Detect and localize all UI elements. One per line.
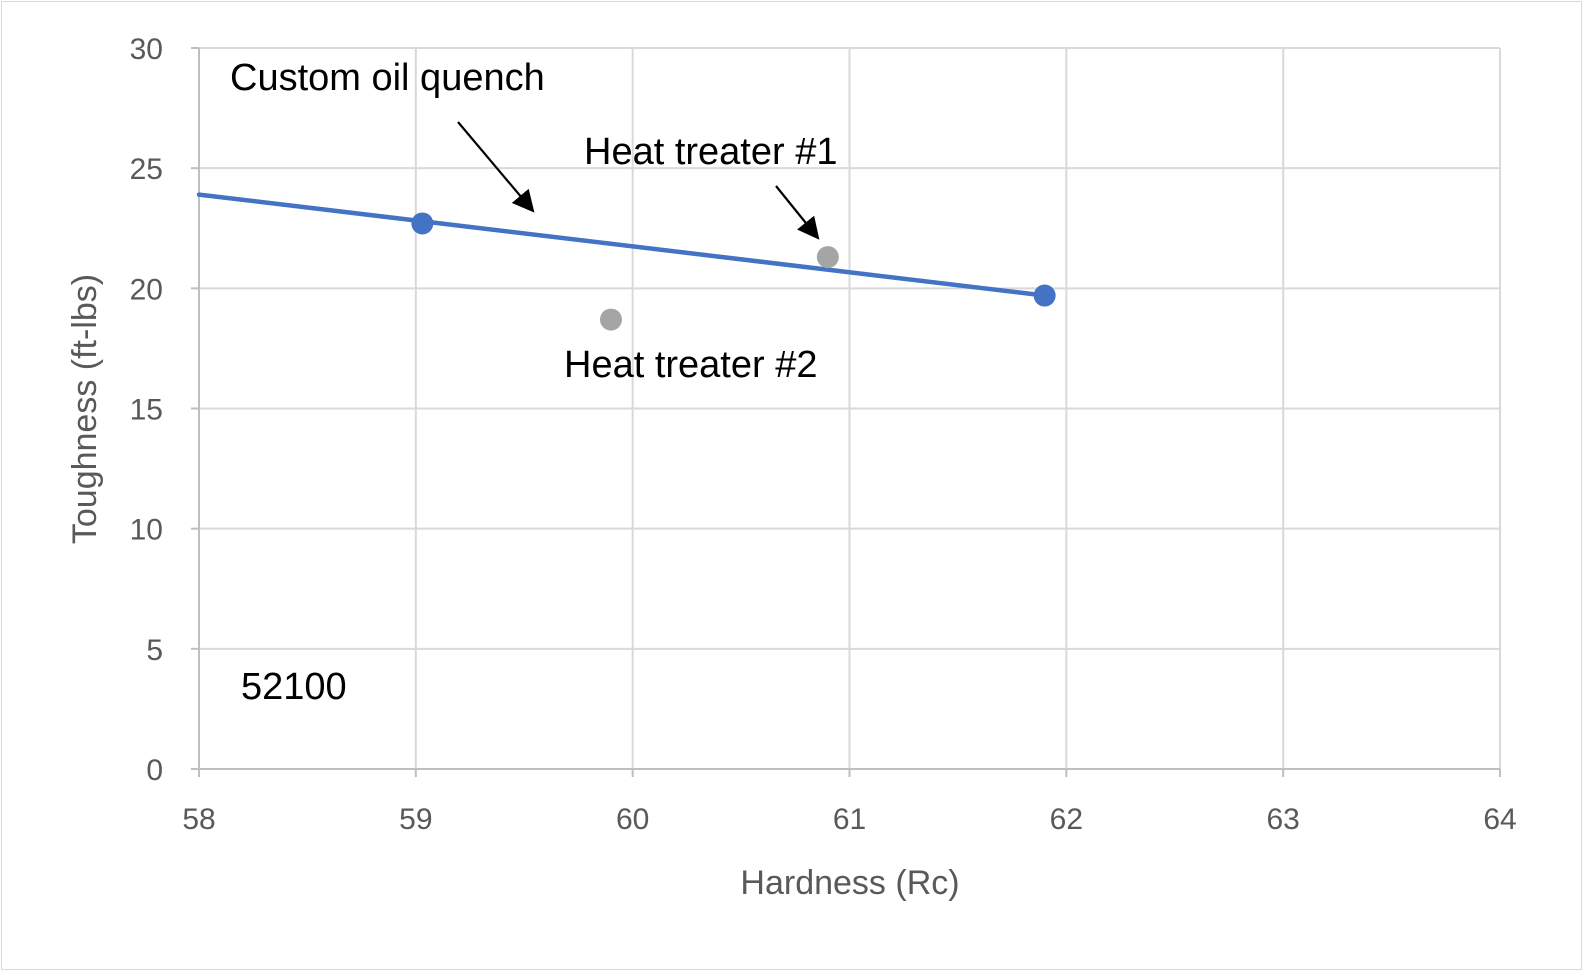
tick-labels: 58 59 60 61 62 63 64 0 5 10 15 20 25 30 bbox=[130, 33, 1517, 836]
plot-area bbox=[196, 192, 1056, 331]
x-tick-label: 60 bbox=[616, 803, 649, 836]
annotation-heat-treater-2: Heat treater #2 bbox=[564, 344, 817, 386]
axes bbox=[191, 47, 1501, 777]
annotation-arrow-heat-treater-1 bbox=[775, 185, 820, 240]
annotation-52100: 52100 bbox=[241, 666, 347, 708]
x-tick-label: 61 bbox=[833, 803, 866, 836]
x-tick-label: 58 bbox=[182, 803, 215, 836]
y-tick-label: 20 bbox=[130, 273, 163, 306]
series-1-point bbox=[411, 212, 434, 235]
annotation-custom-oil-quench: Custom oil quench bbox=[230, 57, 545, 99]
y-tick-label: 15 bbox=[130, 394, 163, 427]
x-tick-label: 63 bbox=[1266, 803, 1299, 836]
series-2-point bbox=[816, 246, 839, 269]
grid bbox=[199, 47, 1501, 769]
annotation-heat-treater-1: Heat treater #1 bbox=[584, 131, 837, 173]
x-tick-label: 59 bbox=[399, 803, 432, 836]
x-tick-label: 62 bbox=[1050, 803, 1083, 836]
series-1-point bbox=[1033, 284, 1056, 307]
series-1-line bbox=[196, 192, 1047, 298]
y-tick-label: 25 bbox=[130, 153, 163, 186]
x-axis-title: Hardness (Rc) bbox=[740, 864, 959, 902]
x-tick-label: 64 bbox=[1483, 803, 1516, 836]
y-tick-label: 0 bbox=[146, 754, 163, 787]
y-tick-label: 5 bbox=[146, 634, 163, 667]
y-tick-label: 10 bbox=[130, 514, 163, 547]
y-tick-label: 30 bbox=[130, 33, 163, 66]
series-2-point bbox=[599, 308, 622, 331]
annotation-arrow-custom-oil-quench bbox=[457, 121, 535, 213]
y-axis-title: Toughness (ft-lbs) bbox=[66, 274, 104, 544]
